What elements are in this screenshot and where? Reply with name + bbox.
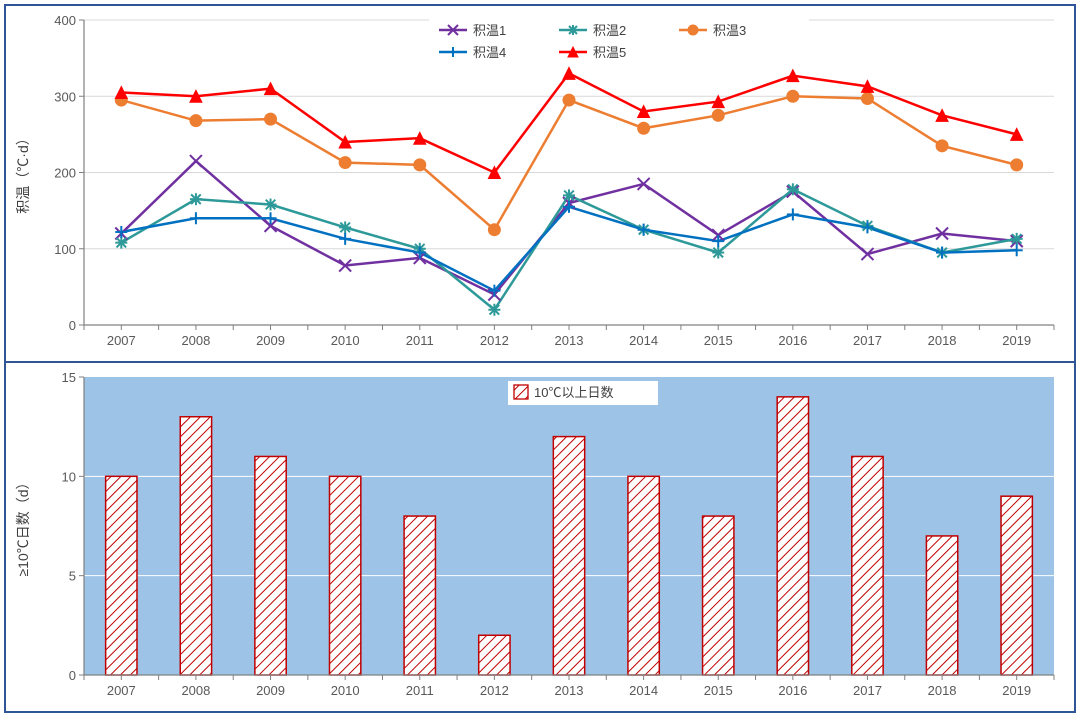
bar xyxy=(852,456,883,675)
y-tick-label: 10 xyxy=(62,469,76,484)
y-tick-label: 5 xyxy=(69,569,76,584)
chart-frame: 0100200300400200720082009201020112012201… xyxy=(4,4,1076,713)
x-tick-label: 2008 xyxy=(181,683,210,698)
bar xyxy=(180,417,211,675)
y-tick-label: 300 xyxy=(54,89,76,104)
x-tick-label: 2018 xyxy=(928,333,957,348)
legend-label: 积温2 xyxy=(593,23,626,38)
x-tick-label: 2011 xyxy=(406,683,434,698)
series-markers xyxy=(115,155,1022,300)
x-tick-label: 2019 xyxy=(1002,683,1031,698)
x-tick-label: 2012 xyxy=(480,333,509,348)
y-tick-label: 0 xyxy=(69,318,76,333)
legend-label: 积温1 xyxy=(473,23,506,38)
bar xyxy=(1001,496,1032,675)
bar xyxy=(553,437,584,675)
bar xyxy=(106,476,137,675)
x-tick-label: 2018 xyxy=(928,683,957,698)
x-tick-label: 2009 xyxy=(256,333,285,348)
x-tick-label: 2014 xyxy=(629,683,658,698)
line-chart-panel: 0 100 200 300 400 2007 2008 2009 2010 2011 2012 201… xyxy=(6,6,1074,363)
x-tick-label: 2015 xyxy=(704,683,733,698)
bar xyxy=(255,456,286,675)
x-tick-label: 2013 xyxy=(555,683,584,698)
series-markers xyxy=(115,67,1022,178)
y-tick-label: 15 xyxy=(62,370,76,385)
x-tick-label: 2011 xyxy=(406,333,434,348)
bar xyxy=(329,476,360,675)
bar xyxy=(926,536,957,675)
legend-label: 10℃以上日数 xyxy=(534,385,613,400)
bar-chart-panel: 0 5 10 15 2007 2008 2009 2010 2011 2012 2013 2014 20… xyxy=(6,363,1074,711)
x-tick-label: 2009 xyxy=(256,683,285,698)
legend-label: 积温4 xyxy=(473,45,506,60)
bar xyxy=(628,476,659,675)
x-tick-label: 2010 xyxy=(331,333,360,348)
bar xyxy=(703,516,734,675)
bar xyxy=(404,516,435,675)
bar-chart-svg: 0 5 10 15 2007 2008 2009 2010 2011 2012 2013 2014 20… xyxy=(6,363,1074,711)
x-tick-label: 2008 xyxy=(181,333,210,348)
bar xyxy=(479,635,510,675)
y-tick-label: 200 xyxy=(54,166,76,181)
y-axis-label: 积温（℃·d） xyxy=(15,131,31,213)
x-tick-label: 2014 xyxy=(629,333,658,348)
x-tick-label: 2017 xyxy=(853,683,882,698)
x-tick-label: 2013 xyxy=(555,333,584,348)
y-tick-label: 400 xyxy=(54,13,76,28)
bar xyxy=(777,397,808,675)
y-tick-label: 0 xyxy=(69,668,76,683)
x-tick-label: 2019 xyxy=(1002,333,1031,348)
x-tick-label: 2010 xyxy=(331,683,360,698)
x-tick-label: 2007 xyxy=(107,333,136,348)
series-line xyxy=(121,161,1016,294)
legend-label: 积温5 xyxy=(593,45,626,60)
legend-label: 积温3 xyxy=(713,23,746,38)
x-tick-label: 2017 xyxy=(853,333,882,348)
line-chart-svg: 0 100 200 300 400 2007 2008 2009 2010 2011 2012 201… xyxy=(6,6,1074,361)
series-line xyxy=(121,73,1016,172)
x-tick-label: 2016 xyxy=(778,333,807,348)
x-tick-label: 2007 xyxy=(107,683,136,698)
legend: 积温1 积温2 积温3 积温4 积温5 xyxy=(429,18,809,66)
y-axis-label: ≥10℃日数（d） xyxy=(15,475,31,576)
y-tick-label: 100 xyxy=(54,242,76,257)
legend: 10℃以上日数 xyxy=(508,381,658,405)
legend-swatch xyxy=(514,385,528,399)
x-tick-label: 2015 xyxy=(704,333,733,348)
x-tick-label: 2012 xyxy=(480,683,509,698)
x-tick-label: 2016 xyxy=(778,683,807,698)
